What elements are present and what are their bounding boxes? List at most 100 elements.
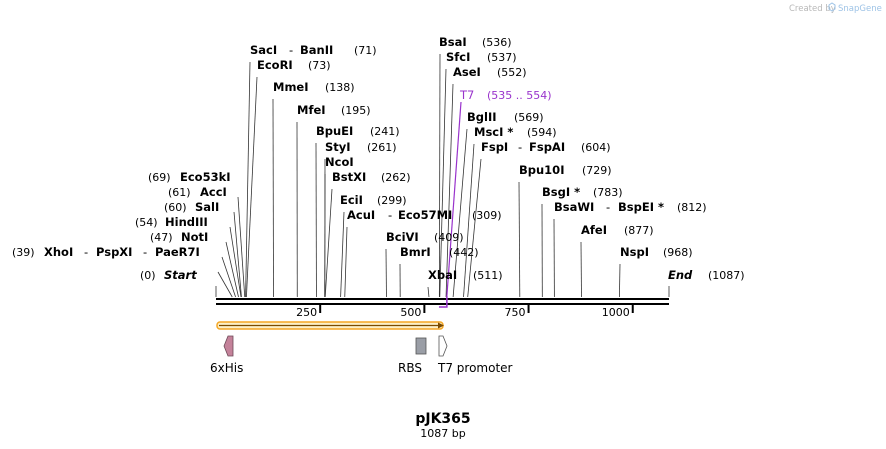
site-num: (71) bbox=[354, 44, 377, 57]
site-bpu10i: Bpu10I (729) bbox=[519, 163, 612, 177]
site-leader bbox=[237, 196, 246, 298]
site-num: (968) bbox=[663, 246, 693, 259]
site-num: (877) bbox=[624, 224, 654, 237]
site-num: (195) bbox=[341, 104, 371, 117]
primer-group bbox=[438, 101, 462, 308]
feature-t7-promoter[interactable]: T7 promoter bbox=[437, 335, 513, 375]
site-num: (442) bbox=[449, 246, 479, 259]
site-afei: AfeI (877) bbox=[581, 223, 654, 237]
site-leader bbox=[272, 98, 274, 298]
site-num: (60) bbox=[164, 201, 187, 214]
site-leader bbox=[229, 226, 242, 298]
site-num: (47) bbox=[150, 231, 173, 244]
site-name: Bpu10I bbox=[519, 163, 564, 177]
site-num: (262) bbox=[381, 171, 411, 184]
site-name-bspei: BspEI * bbox=[618, 200, 664, 214]
site-name: BpuEI bbox=[316, 124, 353, 138]
site-num: (241) bbox=[370, 125, 400, 138]
site-bmri: BmrI (442) bbox=[400, 245, 479, 259]
site-sep: - bbox=[388, 208, 392, 222]
site-bsawi-group: BsaWI - BspEI * (812) bbox=[554, 200, 707, 214]
site-num: (61) bbox=[168, 186, 191, 199]
site-name: BsgI * bbox=[542, 185, 580, 199]
site-name: MmeI bbox=[273, 80, 309, 94]
snapgene-logo-icon bbox=[828, 2, 836, 12]
axis-tick-label: 500 bbox=[400, 306, 421, 319]
site-num: (594) bbox=[527, 126, 557, 139]
site-num: (536) bbox=[482, 36, 512, 49]
site-num: (138) bbox=[325, 81, 355, 94]
site-name: MscI * bbox=[474, 125, 513, 139]
site-name: AccI bbox=[200, 185, 227, 199]
site-leader bbox=[619, 263, 621, 298]
site-leader bbox=[233, 211, 242, 298]
site-ecori: EcoRI (73) bbox=[257, 58, 331, 72]
orf-arrow[interactable] bbox=[216, 321, 444, 330]
site-name: BstXI bbox=[332, 170, 366, 184]
site-acui-group: AcuI - Eco57MI (309) bbox=[347, 208, 502, 222]
site-leader bbox=[221, 256, 236, 298]
site-noti: (47) NotI bbox=[150, 230, 208, 244]
site-num: (409) bbox=[434, 231, 464, 244]
primer-bar[interactable] bbox=[438, 296, 448, 308]
site-name-pspxi: PspXI bbox=[96, 245, 132, 259]
site-bsgi: BsgI * (783) bbox=[542, 185, 623, 199]
feature-6xhis[interactable]: 6xHis bbox=[210, 335, 243, 375]
site-num: (729) bbox=[582, 164, 612, 177]
right-site-labels: SacI - BanII (71) EcoRI (73) MmeI (138) … bbox=[250, 35, 707, 282]
site-num: (309) bbox=[472, 209, 502, 222]
site-name: SfcI bbox=[446, 50, 470, 64]
site-sep: - bbox=[84, 245, 88, 259]
site-name-xhoi: XhoI bbox=[44, 245, 73, 259]
site-asei: AseI (552) bbox=[453, 65, 527, 79]
site-leader bbox=[340, 211, 345, 298]
plasmid-name: pJK365 bbox=[415, 411, 470, 427]
primer-label: T7 (535 .. 554) bbox=[459, 88, 552, 102]
site-ecii: EciI (299) bbox=[340, 193, 407, 207]
site-name: NspI bbox=[620, 245, 649, 259]
site-name: NcoI bbox=[325, 155, 354, 169]
site-name: MfeI bbox=[297, 103, 326, 117]
site-bpuei: BpuEI (241) bbox=[316, 124, 400, 138]
site-name: AseI bbox=[453, 65, 481, 79]
site-sep: - bbox=[518, 140, 522, 154]
site-xhoi-group: (39) XhoI - PspXI - PaeR7I bbox=[12, 245, 200, 259]
site-num: (261) bbox=[367, 141, 397, 154]
site-fspi-group: FspI - FspAI (604) bbox=[481, 140, 611, 154]
site-name-bsawi: BsaWI bbox=[554, 200, 594, 214]
site-name: StyI bbox=[325, 140, 351, 154]
axis-tick-label: 1000 bbox=[602, 306, 630, 319]
site-name: HindIII bbox=[165, 215, 208, 229]
site-num: (569) bbox=[514, 111, 544, 124]
site-sfci: SfcI (537) bbox=[446, 50, 517, 64]
site-name: BsaI bbox=[439, 35, 467, 49]
site-leader bbox=[246, 76, 258, 298]
site-num: (604) bbox=[581, 141, 611, 154]
feature-label: RBS bbox=[398, 361, 422, 375]
site-name-fspi: FspI bbox=[481, 140, 508, 154]
site-name-fspai: FspAI bbox=[529, 140, 565, 154]
feature-label: T7 promoter bbox=[437, 361, 513, 375]
site-leader bbox=[225, 241, 239, 298]
site-saci-group: SacI - BanII (71) bbox=[250, 43, 377, 57]
site-name: BciVI bbox=[386, 230, 419, 244]
site-hindiii: (54) HindIII bbox=[135, 215, 208, 229]
site-bcivi: BciVI (409) bbox=[386, 230, 464, 244]
site-num: (783) bbox=[593, 186, 623, 199]
site-num: (511) bbox=[473, 269, 503, 282]
site-num: (537) bbox=[487, 51, 517, 64]
site-sep: - bbox=[289, 43, 293, 57]
left-site-labels: (69) Eco53kI (61) AccI (60) SalI (54) Hi… bbox=[12, 170, 231, 259]
feature-rbs[interactable]: RBS bbox=[398, 337, 427, 375]
backbone bbox=[216, 298, 669, 305]
site-name-saci: SacI bbox=[250, 43, 277, 57]
snapgene-branding: Created by SnapGene bbox=[789, 2, 882, 14]
site-leader bbox=[518, 181, 521, 298]
primer-name: T7 bbox=[459, 88, 474, 102]
site-leader bbox=[245, 61, 251, 298]
end-num: (1087) bbox=[708, 269, 745, 282]
site-leader bbox=[467, 158, 482, 298]
start-end-labels: (0) Start End (1087) bbox=[140, 268, 745, 282]
